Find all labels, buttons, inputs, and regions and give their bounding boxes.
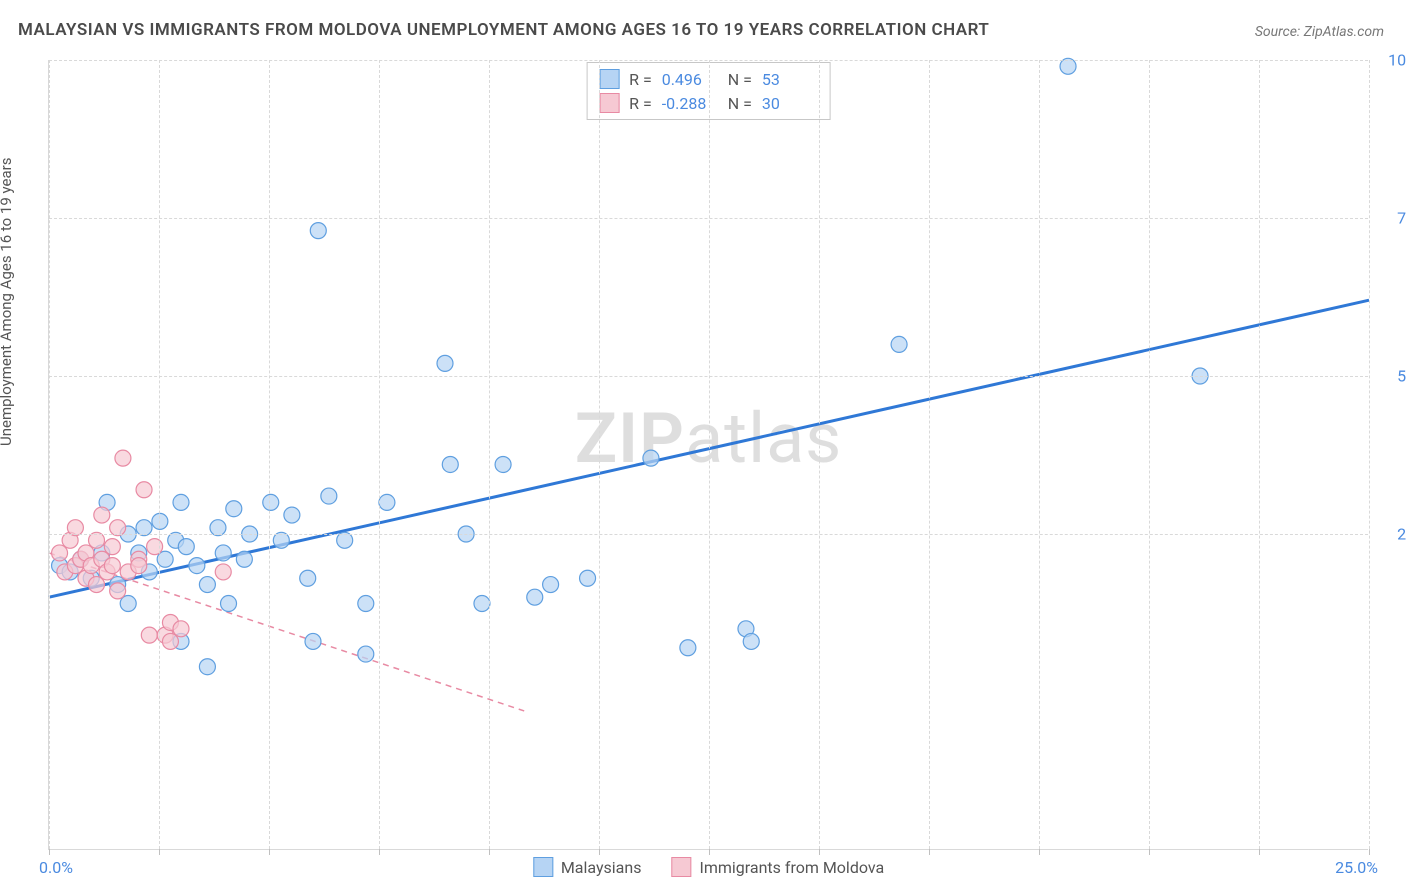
data-point <box>162 633 178 649</box>
x-tick <box>489 849 490 855</box>
grid-line-v <box>819 60 820 849</box>
data-point <box>141 627 157 643</box>
x-tick <box>709 849 710 855</box>
x-tick <box>379 849 380 855</box>
data-point <box>104 558 120 574</box>
data-point <box>891 336 907 352</box>
data-point <box>94 507 110 523</box>
data-point <box>215 564 231 580</box>
data-point <box>284 507 300 523</box>
x-tick <box>599 849 600 855</box>
data-point <box>52 545 68 561</box>
swatch-malaysians <box>533 857 553 877</box>
data-point <box>136 482 152 498</box>
grid-line-v <box>929 60 930 849</box>
legend-item-malaysians: Malaysians <box>533 857 642 877</box>
data-point <box>310 223 326 239</box>
data-point <box>263 494 279 510</box>
grid-line-v <box>709 60 710 849</box>
grid-line-v <box>159 60 160 849</box>
x-tick <box>49 849 50 855</box>
data-point <box>379 494 395 510</box>
x-tick <box>1369 849 1370 855</box>
y-tick-label: 25.0% <box>1397 525 1406 544</box>
data-point <box>131 558 147 574</box>
grid-line-v <box>379 60 380 849</box>
data-point <box>495 456 511 472</box>
data-point <box>527 589 543 605</box>
grid-line-v <box>1149 60 1150 849</box>
data-point <box>173 494 189 510</box>
data-point <box>236 551 252 567</box>
x-tick <box>1039 849 1040 855</box>
data-point <box>358 596 374 612</box>
y-tick-label: 75.0% <box>1397 209 1406 228</box>
data-point <box>474 596 490 612</box>
x-origin-label: 0.0% <box>39 858 73 877</box>
data-point <box>120 596 136 612</box>
data-point <box>104 539 120 555</box>
data-point <box>147 539 163 555</box>
chart-title: MALAYSIAN VS IMMIGRANTS FROM MOLDOVA UNE… <box>18 20 989 40</box>
data-point <box>543 577 559 593</box>
grid-line-v <box>1369 60 1370 849</box>
x-tick <box>269 849 270 855</box>
data-point <box>199 577 215 593</box>
grid-line-v <box>599 60 600 849</box>
chart-container: MALAYSIAN VS IMMIGRANTS FROM MOLDOVA UNE… <box>0 0 1406 892</box>
x-tick <box>1259 849 1260 855</box>
data-point <box>643 450 659 466</box>
data-point <box>199 659 215 675</box>
grid-line-v <box>1259 60 1260 849</box>
grid-line-v <box>1039 60 1040 849</box>
data-point <box>189 558 205 574</box>
data-point <box>152 513 168 529</box>
grid-line-v <box>49 60 50 849</box>
y-tick-label: 50.0% <box>1397 367 1406 386</box>
data-point <box>173 621 189 637</box>
swatch-moldova <box>671 857 691 877</box>
grid-line-v <box>489 60 490 849</box>
y-tick-label: 100.0% <box>1388 51 1406 70</box>
data-point <box>89 577 105 593</box>
data-point <box>300 570 316 586</box>
data-point <box>743 633 759 649</box>
data-point <box>215 545 231 561</box>
x-max-label: 25.0% <box>1335 858 1378 877</box>
data-point <box>115 450 131 466</box>
data-point <box>580 570 596 586</box>
legend-label-malaysians: Malaysians <box>561 858 642 877</box>
series-legend: Malaysians Immigrants from Moldova <box>533 857 884 877</box>
x-tick <box>159 849 160 855</box>
data-point <box>178 539 194 555</box>
data-point <box>358 646 374 662</box>
data-point <box>226 501 242 517</box>
y-axis-label: Unemployment Among Ages 16 to 19 years <box>0 158 15 446</box>
chart-source: Source: ZipAtlas.com <box>1255 24 1384 40</box>
legend-label-moldova: Immigrants from Moldova <box>699 858 884 877</box>
x-tick <box>819 849 820 855</box>
x-tick <box>929 849 930 855</box>
legend-item-moldova: Immigrants from Moldova <box>671 857 884 877</box>
data-point <box>305 633 321 649</box>
data-point <box>110 583 126 599</box>
plot-area: ZIPatlas R = 0.496 N = 53 R = -0.288 N =… <box>48 60 1368 850</box>
grid-line-v <box>269 60 270 849</box>
data-point <box>221 596 237 612</box>
data-point <box>442 456 458 472</box>
x-tick <box>1149 849 1150 855</box>
data-point <box>321 488 337 504</box>
data-point <box>680 640 696 656</box>
data-point <box>437 355 453 371</box>
